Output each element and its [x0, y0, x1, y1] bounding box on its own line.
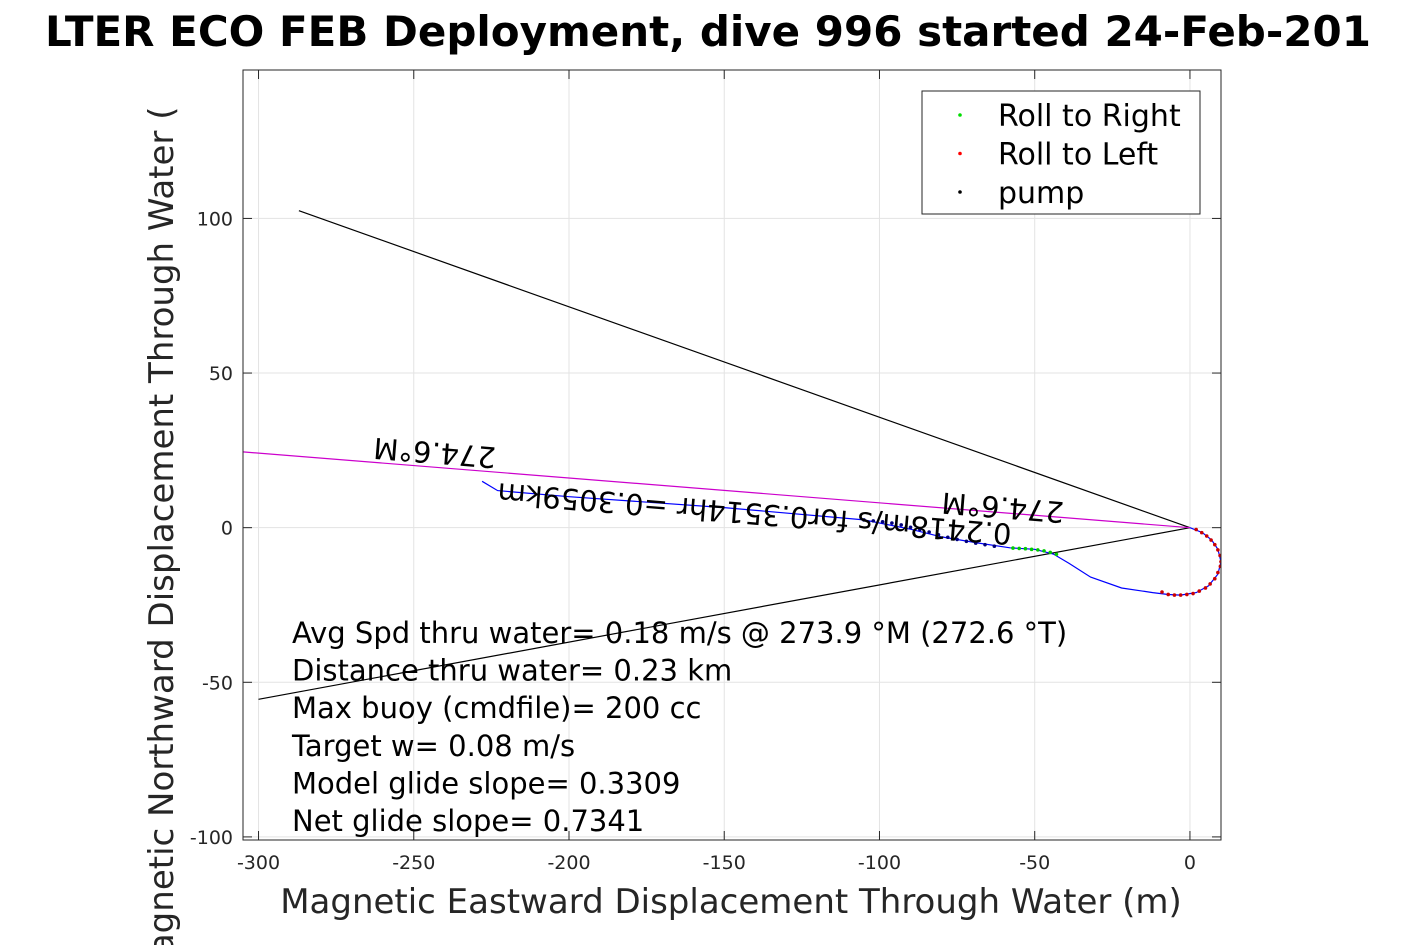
data-point — [1048, 550, 1053, 555]
line-reference-lower — [258, 527, 1191, 700]
y-tick-label: -50 — [202, 672, 233, 694]
line-reference-upper — [298, 210, 1191, 529]
data-point — [1172, 593, 1177, 597]
y-tick-label: 0 — [221, 518, 233, 540]
data-point — [936, 532, 941, 537]
data-point — [1197, 589, 1202, 593]
data-point — [1218, 553, 1221, 558]
data-point — [1023, 546, 1028, 551]
plot-frame — [242, 69, 1222, 841]
data-point — [983, 542, 987, 547]
x-tick-label: -300 — [237, 852, 280, 874]
y-tick-label: 50 — [209, 363, 233, 385]
data-point — [1042, 549, 1046, 553]
annotation-line: Net glide slope= 0.7341 — [292, 804, 644, 838]
data-point — [992, 544, 997, 549]
annotation-line: Avg Spd thru water= 0.18 m/s @ 273.9 °M … — [292, 616, 1067, 650]
data-point — [899, 523, 904, 527]
annotations: Avg Spd thru water= 0.18 m/s @ 273.9 °M … — [291, 616, 1067, 838]
data-point — [1185, 592, 1189, 597]
x-tick-label: 0 — [1184, 852, 1196, 874]
data-point — [955, 537, 959, 542]
data-point — [927, 530, 931, 534]
data-point — [964, 539, 969, 544]
x-tick-label: -150 — [703, 852, 746, 874]
data-point — [1199, 530, 1204, 535]
legend-label: Roll to Left — [998, 138, 1158, 173]
x-tick-label: -200 — [547, 852, 590, 874]
x-axis: -300 -250 -200 -150 -100 -50 0 — [237, 70, 1196, 874]
data-point — [1191, 591, 1195, 596]
y-axis-label: Magnetic Northward Displacement Through … — [142, 107, 182, 945]
data-point — [862, 518, 866, 522]
data-point — [1194, 527, 1198, 532]
y-axis: -100 -50 0 50 100 — [190, 208, 1221, 849]
annotation-line: Target w= 0.08 m/s — [291, 729, 575, 763]
x-tick-label: -50 — [1019, 852, 1050, 874]
data-point — [1212, 542, 1217, 547]
data-point — [871, 519, 876, 523]
data-point — [1160, 590, 1164, 594]
legend-marker — [958, 190, 962, 194]
data-point — [1054, 552, 1059, 557]
data-point — [1208, 582, 1212, 586]
annotation-line: Distance thru water= 0.23 km — [292, 654, 732, 688]
line-heading — [243, 451, 1191, 529]
data-point — [908, 525, 913, 530]
series-roll-to-right — [1011, 546, 1059, 557]
data-point — [1209, 538, 1213, 542]
data-point — [1216, 548, 1220, 552]
chart-title: LTER ECO FEB Deployment, dive 996 starte… — [45, 7, 1371, 56]
annotation-line: Max buoy (cmdfile)= 200 cc — [292, 691, 701, 725]
data-point — [945, 535, 950, 540]
series-pump — [862, 518, 997, 549]
data-point — [880, 519, 885, 524]
data-point — [1212, 576, 1217, 581]
data-point — [1011, 546, 1015, 550]
data-point — [1204, 534, 1209, 538]
data-point — [1216, 570, 1220, 575]
y-tick-label: 100 — [197, 208, 233, 230]
legend-label: pump — [998, 176, 1084, 211]
grid — [243, 70, 1221, 840]
y-tick-label: -100 — [190, 827, 233, 849]
data-point — [973, 541, 978, 545]
data-point — [1178, 593, 1183, 597]
legend-marker — [958, 113, 962, 117]
data-point — [1203, 586, 1208, 590]
data-point — [1029, 547, 1034, 552]
legend-label: Roll to Right — [998, 99, 1181, 134]
data-point — [918, 527, 922, 532]
data-point — [1166, 592, 1171, 597]
data-point — [1036, 548, 1040, 552]
data-point — [1017, 546, 1021, 551]
series-roll-to-left — [1160, 527, 1221, 597]
legend-marker — [958, 151, 962, 156]
legend-box — [921, 90, 1201, 215]
x-tick-label: -100 — [858, 852, 901, 874]
x-tick-label: -250 — [392, 852, 435, 874]
data-point — [890, 521, 894, 525]
x-axis-label: Magnetic Eastward Displacement Through W… — [280, 882, 1182, 922]
annotation-line: Model glide slope= 0.3309 — [292, 766, 680, 800]
data-point — [1218, 564, 1221, 569]
